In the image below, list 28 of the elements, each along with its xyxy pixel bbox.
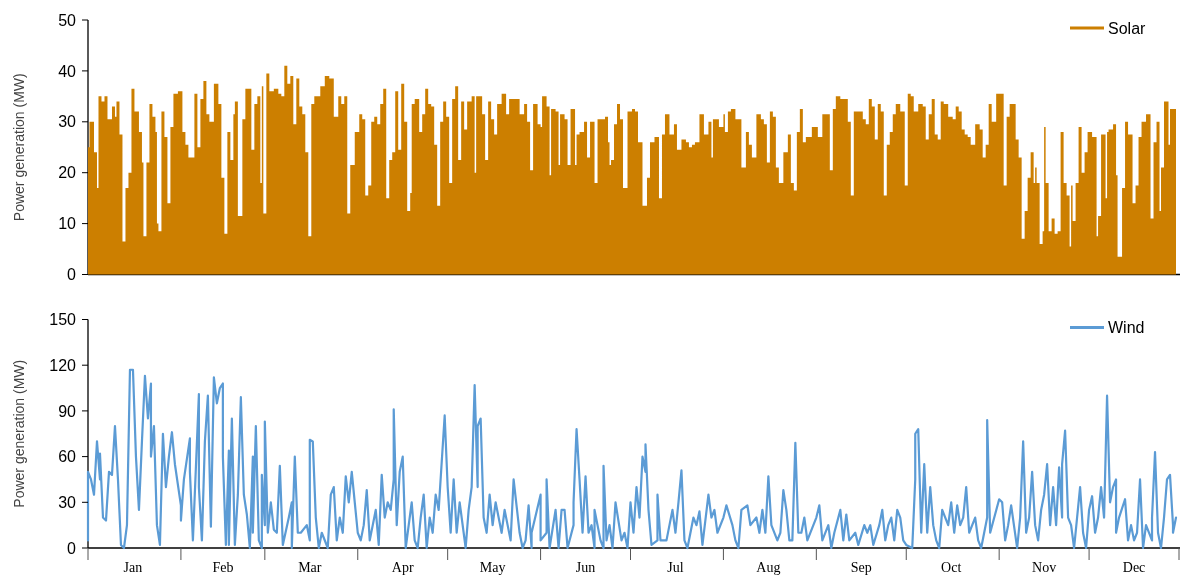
- y-axis-title: Power generation (MW): [11, 73, 27, 222]
- y-tick-label: 40: [58, 62, 77, 80]
- y-tick-label: 60: [58, 448, 77, 466]
- x-tick-label: Nov: [1032, 560, 1057, 575]
- y-tick-label: 0: [67, 266, 77, 284]
- y-tick-label: 0: [67, 539, 77, 557]
- y-axis-title: Power generation (MW): [11, 359, 27, 508]
- y-tick-label: 90: [58, 402, 77, 420]
- x-tick-label: Jan: [123, 560, 143, 575]
- y-tick-label: 30: [58, 113, 77, 131]
- y-tick-label: 120: [49, 356, 77, 374]
- x-tick-label: Jul: [667, 560, 684, 575]
- x-tick-label: Dec: [1122, 560, 1146, 575]
- y-tick-label: 50: [58, 11, 77, 29]
- x-tick-label: Aug: [756, 560, 781, 575]
- y-tick-label: 150: [49, 311, 77, 329]
- x-tick-label: May: [479, 560, 506, 575]
- y-tick-label: 30: [58, 493, 77, 511]
- legend-label: Solar: [1108, 19, 1147, 37]
- legend-label: Wind: [1108, 319, 1145, 337]
- x-tick-label: Feb: [212, 560, 234, 575]
- x-tick-label: Apr: [391, 560, 414, 575]
- x-tick-label: Jun: [575, 560, 596, 575]
- x-tick-label: Oct: [941, 560, 962, 575]
- y-tick-label: 20: [58, 164, 77, 182]
- x-tick-label: Mar: [298, 560, 322, 575]
- y-tick-label: 10: [58, 215, 77, 233]
- x-tick-label: Sep: [850, 560, 872, 575]
